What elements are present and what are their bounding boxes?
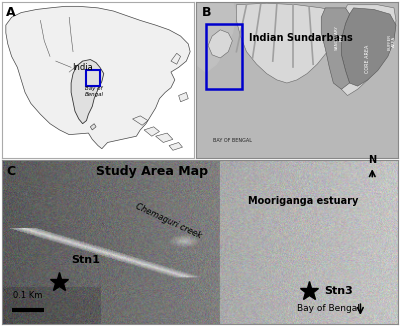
Text: Indian Sundarbans: Indian Sundarbans	[249, 33, 353, 43]
Text: A: A	[6, 6, 16, 19]
Text: Bay of Bengal: Bay of Bengal	[297, 304, 360, 313]
Polygon shape	[171, 53, 180, 64]
Bar	[206, 23, 242, 89]
Text: Bay of
Bengal: Bay of Bengal	[85, 86, 104, 96]
Text: SANCTUARY
PTA: SANCTUARY PTA	[335, 24, 344, 50]
Polygon shape	[342, 8, 396, 86]
Text: C: C	[6, 165, 15, 178]
Polygon shape	[90, 124, 96, 130]
Polygon shape	[179, 92, 188, 102]
Text: CORE AREA: CORE AREA	[365, 45, 370, 73]
Polygon shape	[333, 5, 396, 96]
Text: Study Area Map: Study Area Map	[96, 165, 208, 178]
Polygon shape	[71, 60, 104, 124]
Polygon shape	[208, 30, 232, 58]
Text: N: N	[368, 155, 376, 165]
Polygon shape	[321, 8, 350, 89]
Text: India: India	[72, 64, 93, 72]
Polygon shape	[169, 142, 182, 150]
Polygon shape	[236, 3, 348, 83]
Polygon shape	[132, 116, 148, 125]
Text: BUFFER
AREA: BUFFER AREA	[388, 34, 396, 50]
Text: B: B	[202, 6, 212, 19]
Text: 0.1 Km: 0.1 Km	[13, 291, 42, 300]
Text: Chemaguri creek: Chemaguri creek	[134, 201, 203, 240]
Polygon shape	[196, 2, 236, 72]
Polygon shape	[144, 127, 160, 136]
Text: Mooriganga estuary: Mooriganga estuary	[248, 196, 358, 206]
Text: BAY OF BENGAL: BAY OF BENGAL	[213, 139, 252, 143]
Text: Stn1: Stn1	[71, 255, 100, 265]
Text: Stn3: Stn3	[325, 287, 354, 296]
Polygon shape	[156, 133, 173, 142]
Bar	[86, 70, 100, 86]
Polygon shape	[6, 6, 190, 149]
